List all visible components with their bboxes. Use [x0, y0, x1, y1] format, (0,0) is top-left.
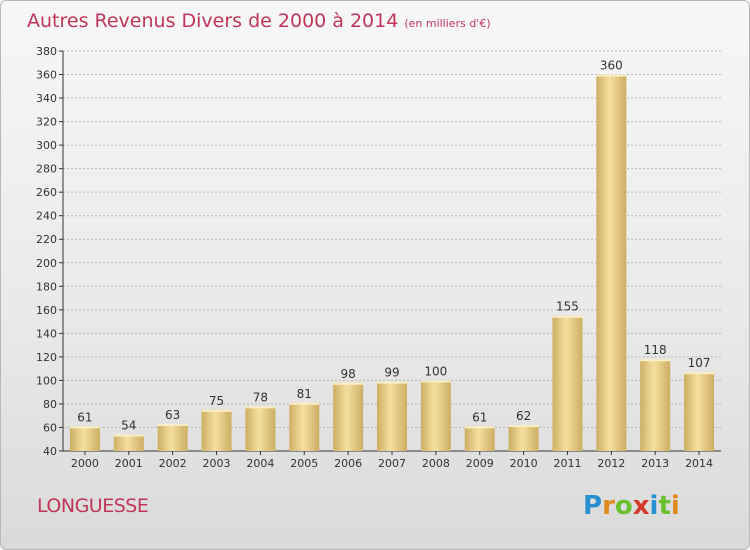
bar — [157, 423, 188, 451]
data-label: 54 — [121, 419, 136, 433]
x-tick-label: 2008 — [422, 457, 450, 470]
logo-letter: i — [670, 491, 680, 521]
logo-letter: x — [632, 491, 650, 521]
data-label: 360 — [600, 59, 623, 73]
y-tick-label: 160 — [36, 304, 57, 317]
y-tick-label: 40 — [43, 445, 57, 458]
x-tick-label: 2009 — [466, 457, 494, 470]
x-tick-label: 2001 — [115, 457, 143, 470]
proxiti-logo[interactable]: Proxiti — [583, 491, 680, 521]
y-tick-label: 320 — [36, 116, 57, 129]
data-label: 78 — [253, 390, 268, 404]
bar — [289, 402, 320, 451]
y-tick-label: 60 — [43, 421, 57, 434]
data-label: 100 — [424, 364, 447, 378]
y-tick-label: 280 — [36, 163, 57, 176]
bar-top-highlight — [596, 74, 627, 77]
y-tick-label: 340 — [36, 92, 57, 105]
x-tick-label: 2010 — [510, 457, 538, 470]
y-tick-label: 140 — [36, 327, 57, 340]
bar-top-highlight — [464, 426, 495, 429]
bar — [508, 425, 539, 451]
y-tick-label: 220 — [36, 233, 57, 246]
bar-top-highlight — [508, 425, 539, 428]
y-tick-label: 100 — [36, 374, 57, 387]
bar-top-highlight — [69, 426, 100, 429]
bar-top-highlight — [640, 359, 671, 362]
x-tick-label: 2006 — [334, 457, 362, 470]
y-tick-label: 200 — [36, 257, 57, 270]
x-tick-label: 2007 — [378, 457, 406, 470]
x-tick-label: 2000 — [71, 457, 99, 470]
data-label: 61 — [472, 410, 487, 424]
logo-letter: t — [658, 491, 671, 521]
data-label: 63 — [165, 408, 180, 422]
bar — [640, 359, 671, 451]
bar — [377, 381, 407, 451]
y-tick-label: 260 — [36, 186, 57, 199]
x-tick-label: 2012 — [597, 457, 625, 470]
bar-top-highlight — [552, 315, 583, 318]
bar-top-highlight — [289, 402, 320, 405]
bar-top-highlight — [245, 406, 276, 409]
y-tick-label: 240 — [36, 210, 57, 223]
x-tick-label: 2014 — [685, 457, 713, 470]
bar-top-highlight — [684, 372, 715, 375]
logo-letter: P — [583, 491, 603, 521]
bar-top-highlight — [333, 382, 364, 385]
bar — [333, 382, 364, 451]
y-tick-label: 300 — [36, 139, 57, 152]
bar — [684, 372, 715, 451]
chart-unit: (en milliers d'€) — [404, 17, 491, 30]
x-tick-label: 2002 — [159, 457, 187, 470]
data-label: 99 — [384, 366, 399, 380]
bar-top-highlight — [113, 434, 144, 437]
data-label: 75 — [209, 394, 224, 408]
place-name: LONGUESSE — [37, 495, 149, 517]
bar — [245, 406, 276, 451]
bar — [420, 380, 451, 451]
y-tick-label: 120 — [36, 351, 57, 364]
x-tick-label: 2003 — [203, 457, 231, 470]
bar-top-highlight — [420, 380, 451, 383]
bar — [69, 426, 100, 451]
x-tick-label: 2004 — [246, 457, 274, 470]
bar — [113, 434, 144, 451]
bar — [596, 74, 627, 451]
data-label: 98 — [340, 367, 355, 381]
bar-top-highlight — [201, 409, 232, 412]
data-label: 62 — [516, 409, 531, 423]
x-tick-label: 2005 — [290, 457, 318, 470]
data-label: 107 — [688, 356, 711, 370]
bar — [201, 409, 232, 451]
data-label: 155 — [556, 300, 579, 314]
y-tick-label: 360 — [36, 69, 57, 82]
bar — [464, 426, 495, 451]
bar-top-highlight — [377, 381, 407, 384]
data-label: 118 — [644, 343, 667, 357]
y-tick-label: 180 — [36, 280, 57, 293]
chart-title: Autres Revenus Divers de 2000 à 2014 (en … — [27, 10, 491, 32]
bar — [552, 315, 583, 451]
logo-letter: o — [614, 491, 633, 521]
logo-letter: i — [649, 491, 659, 521]
y-tick-label: 80 — [43, 398, 57, 411]
y-tick-label: 380 — [36, 45, 57, 58]
data-label: 81 — [297, 387, 312, 401]
bar-top-highlight — [157, 423, 188, 426]
chart-title-text: Autres Revenus Divers de 2000 à 2014 — [27, 10, 399, 32]
logo-letter: r — [602, 491, 615, 521]
x-tick-label: 2013 — [641, 457, 669, 470]
x-tick-label: 2011 — [553, 457, 581, 470]
data-label: 61 — [77, 410, 92, 424]
